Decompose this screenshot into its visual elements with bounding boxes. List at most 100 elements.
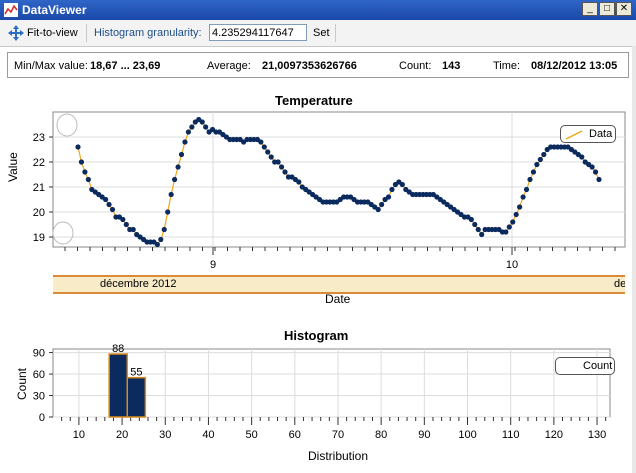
histogram-bar bbox=[108, 353, 129, 418]
histogram-y-tick-label: 30 bbox=[33, 391, 45, 403]
time-value: 08/12/2012 13:05 bbox=[531, 60, 618, 72]
temperature-data-point bbox=[579, 154, 585, 160]
minimize-button[interactable]: _ bbox=[582, 2, 598, 16]
temperature-data-point bbox=[296, 179, 302, 185]
temperature-data-point bbox=[537, 156, 543, 163]
temperature-data-point bbox=[282, 169, 288, 175]
date-range-bar[interactable]: décembre 2012 de bbox=[53, 275, 625, 294]
histogram-legend: Count bbox=[555, 357, 615, 375]
histogram-y-tick-label: 60 bbox=[33, 369, 45, 381]
temperature-data-point bbox=[75, 144, 81, 150]
histogram-bar bbox=[126, 376, 147, 418]
minimize-icon: _ bbox=[587, 3, 593, 14]
temperature-data-point bbox=[589, 164, 595, 170]
date-month-label: décembre 2012 bbox=[100, 278, 177, 290]
temperature-data-point bbox=[154, 241, 160, 248]
histogram-legend-label: Count bbox=[583, 360, 613, 372]
temperature-data-point bbox=[379, 201, 385, 208]
histogram-y-tick-label: 90 bbox=[33, 348, 45, 360]
temperature-data-point bbox=[530, 169, 537, 175]
temperature-data-point bbox=[278, 164, 285, 170]
temperature-y-tick-label: 23 bbox=[33, 132, 45, 144]
temperature-x-tick-label: 10 bbox=[506, 259, 518, 271]
temperature-y-tick-label: 21 bbox=[33, 182, 45, 194]
temperature-data-point bbox=[161, 226, 167, 233]
legend-line-icon bbox=[565, 130, 583, 140]
temperature-data-point bbox=[158, 236, 164, 243]
temperature-data-point bbox=[389, 186, 395, 193]
temperature-plot-area bbox=[52, 111, 626, 248]
chart-app-icon bbox=[4, 3, 18, 17]
temperature-data-point bbox=[399, 181, 405, 188]
time-label: Time: bbox=[493, 60, 521, 72]
temperature-legend-label: Data bbox=[589, 128, 613, 140]
temperature-x-tick-label: 9 bbox=[210, 259, 216, 271]
average-label: Average: bbox=[207, 60, 251, 72]
temperature-data-point bbox=[275, 159, 281, 165]
histogram-chart-title: Histogram bbox=[284, 328, 349, 343]
temperature-data-point bbox=[265, 149, 271, 155]
temperature-data-point bbox=[592, 169, 599, 175]
window-right-border bbox=[632, 46, 636, 473]
toolbar-separator bbox=[335, 24, 336, 42]
fit-to-view-button[interactable]: Fit-to-view bbox=[8, 24, 78, 42]
temperature-data-point bbox=[503, 229, 509, 235]
toolbar: Fit-to-view Histogram granularity: Set bbox=[0, 20, 636, 47]
histogram-y-tick-label: 0 bbox=[39, 412, 45, 424]
minmax-value: 18,67 ... 23,69 bbox=[90, 60, 161, 72]
histogram-x-tick-label: 120 bbox=[545, 429, 563, 441]
histogram-x-tick-label: 100 bbox=[458, 429, 476, 441]
temperature-data-point bbox=[523, 186, 530, 193]
maximize-button[interactable]: □ bbox=[599, 2, 615, 16]
count-value: 143 bbox=[442, 60, 461, 72]
histogram-x-tick-label: 90 bbox=[418, 429, 430, 441]
temperature-x-axis-title: Date bbox=[325, 292, 351, 306]
temperature-data-point bbox=[517, 204, 523, 210]
temperature-data-point bbox=[199, 119, 205, 125]
temperature-data-point bbox=[103, 196, 109, 203]
histogram-x-tick-label: 130 bbox=[588, 429, 606, 441]
count-label: Count: bbox=[399, 60, 432, 72]
temperature-data-point bbox=[268, 154, 274, 160]
toolbar-separator bbox=[86, 24, 87, 42]
temperature-data-point bbox=[182, 139, 188, 145]
close-button[interactable]: ✕ bbox=[616, 2, 632, 16]
temperature-y-tick-label: 22 bbox=[33, 157, 45, 169]
title-bar: DataViewer _ □ ✕ bbox=[0, 0, 636, 20]
temperature-data-point bbox=[258, 139, 264, 145]
temperature-data-point bbox=[130, 226, 136, 233]
temperature-data-point bbox=[513, 211, 519, 218]
temperature-data-point bbox=[189, 124, 195, 130]
average-value: 21,0097353626766 bbox=[262, 60, 357, 72]
temperature-data-point bbox=[172, 176, 178, 183]
temperature-data-point bbox=[541, 151, 547, 158]
histogram-x-tick-label: 110 bbox=[502, 429, 520, 441]
temperature-data-point bbox=[178, 151, 185, 158]
temperature-data-point bbox=[203, 124, 209, 130]
histogram-bar-label: 55 bbox=[130, 367, 142, 379]
temperature-data-point bbox=[185, 129, 192, 135]
temperature-data-point bbox=[472, 221, 478, 228]
histogram-x-tick-label: 50 bbox=[245, 429, 257, 441]
temperature-data-point bbox=[475, 226, 481, 233]
set-button[interactable]: Set bbox=[313, 27, 330, 39]
zoom-handle-bottom bbox=[52, 221, 74, 245]
fit-to-view-label: Fit-to-view bbox=[27, 27, 78, 39]
temperature-data-point bbox=[375, 206, 381, 213]
histogram-x-tick-label: 80 bbox=[375, 429, 387, 441]
stats-bar: Min/Max value: 18,67 ... 23,69 Average: … bbox=[7, 52, 629, 78]
temperature-data-point bbox=[168, 191, 174, 198]
granularity-input[interactable] bbox=[209, 24, 307, 41]
temperature-data-point bbox=[82, 169, 88, 175]
temperature-data-point bbox=[510, 219, 516, 225]
date-month-label-cut: de bbox=[614, 278, 625, 290]
temperature-data-point bbox=[534, 161, 540, 168]
histogram-x-tick-label: 40 bbox=[202, 429, 214, 441]
temperature-chart-title: Temperature bbox=[275, 93, 353, 108]
temperature-data-point bbox=[85, 176, 91, 183]
temperature-data-point bbox=[106, 201, 112, 208]
histogram-x-axis-title: Distribution bbox=[308, 449, 369, 463]
temperature-data-point bbox=[175, 164, 181, 170]
temperature-data-point bbox=[165, 209, 171, 215]
temperature-data-point bbox=[596, 176, 602, 183]
